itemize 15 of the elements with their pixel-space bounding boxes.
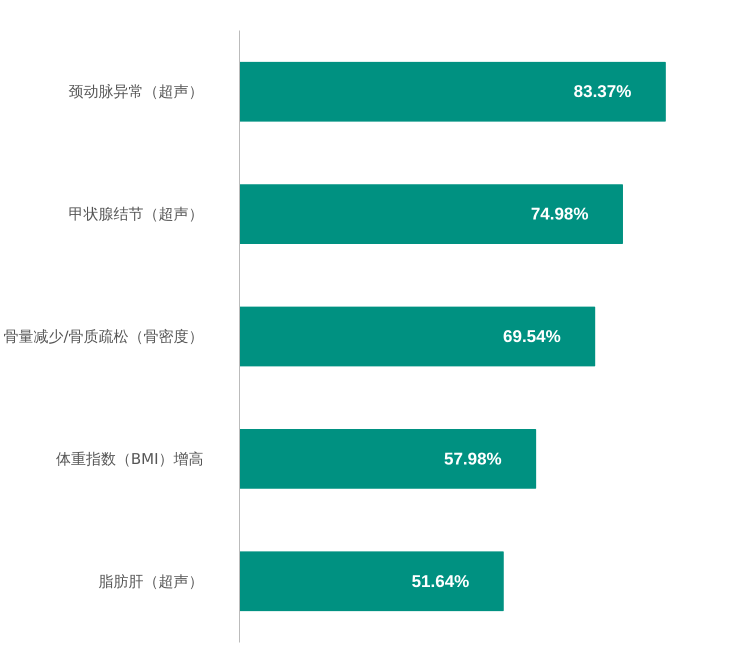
y-tick-label: 骨量减少/骨质疏松（骨密度） (3, 328, 204, 346)
y-tick-label: 体重指数（BMI）增高 (56, 450, 204, 468)
bar (240, 184, 623, 244)
data-label: 57.98% (444, 449, 502, 468)
y-tick-label: 甲状腺结节（超声） (68, 205, 204, 224)
y-tick-label: 脂肪肝（超声） (98, 572, 204, 590)
y-tick-label: 颈动脉异常（超声） (68, 82, 204, 101)
bar (240, 306, 596, 366)
data-label: 51.64% (412, 572, 470, 591)
data-label: 83.37% (574, 82, 632, 102)
bar (240, 551, 504, 612)
bar (240, 429, 536, 489)
bar (240, 62, 666, 122)
data-label: 69.54% (503, 327, 561, 346)
data-label: 74.98% (530, 204, 588, 224)
